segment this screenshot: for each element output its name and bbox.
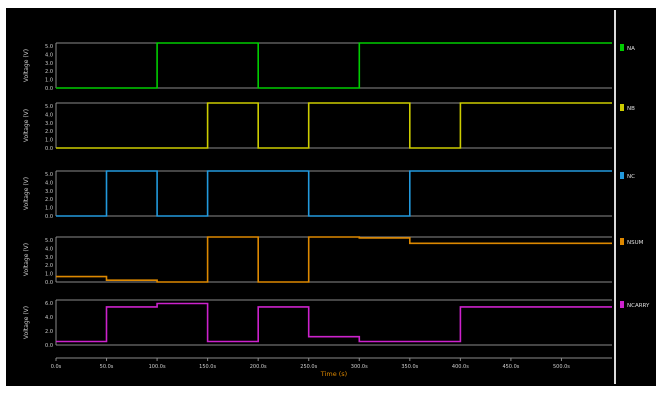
y-axis-label: Voltage (V) xyxy=(23,49,30,82)
legend-swatch-nsum xyxy=(620,238,624,245)
y-axis-label: Voltage (V) xyxy=(23,109,30,142)
y-tick-label: 5.0 xyxy=(45,104,53,110)
y-tick-label: 5.0 xyxy=(45,172,53,178)
y-tick-label: 1.0 xyxy=(45,206,53,212)
y-tick-label: 0.0 xyxy=(45,343,53,349)
y-tick-label: 3.0 xyxy=(45,61,53,67)
y-tick-label: 2.0 xyxy=(45,197,53,203)
legend-swatch-na xyxy=(620,44,624,51)
y-axis-label: Voltage (V) xyxy=(23,243,30,276)
y-tick-label: 2.0 xyxy=(45,263,53,269)
panel-5: 6.0 4.0 2.0 0.0 Voltage (V) NCARRY xyxy=(23,299,650,349)
series-line-nsum xyxy=(56,236,612,283)
y-tick-label: 4.0 xyxy=(45,52,53,58)
y-tick-label: 0.0 xyxy=(45,146,53,152)
transient-waveform-chart: 5.0 4.0 3.0 2.0 1.0 0.0 Voltage (V) NA 5.0 4.0 3.0… xyxy=(23,10,650,384)
legend-label-ncarry: NCARRY xyxy=(627,303,650,309)
x-tick-label: 350.0s xyxy=(401,364,418,370)
y-tick-label: 0.0 xyxy=(45,214,53,220)
y-axis-label: Voltage (V) xyxy=(23,177,30,210)
y-tick-label: 6.0 xyxy=(45,301,53,307)
y-tick-label: 1.0 xyxy=(45,138,53,144)
legend-label-nb: NB xyxy=(627,106,635,112)
x-tick-label: 150.0s xyxy=(199,364,216,370)
x-axis-label: Time (s) xyxy=(320,370,347,378)
y-tick-label: 0.0 xyxy=(45,280,53,286)
y-tick-label: 2.0 xyxy=(45,329,53,335)
plot-window: 5.0 4.0 3.0 2.0 1.0 0.0 Voltage (V) NA 5.0 4.0 3.0… xyxy=(6,8,656,386)
y-tick-label: 4.0 xyxy=(45,246,53,252)
y-tick-label: 0.0 xyxy=(45,86,53,92)
legend-swatch-nc xyxy=(620,172,624,179)
y-tick-label: 4.0 xyxy=(45,112,53,118)
legend-swatch-nb xyxy=(620,104,624,111)
x-tick-label: 400.0s xyxy=(452,364,469,370)
legend-label-nsum: NSUM xyxy=(627,240,644,246)
panel-2: 5.0 4.0 3.0 2.0 1.0 0.0 Voltage (V) NB xyxy=(23,102,635,152)
series-line-ncarry xyxy=(56,302,612,343)
y-tick-label: 2.0 xyxy=(45,69,53,75)
panel-3: 5.0 4.0 3.0 2.0 1.0 0.0 Voltage (V) NC xyxy=(23,170,635,220)
y-tick-label: 5.0 xyxy=(45,44,53,50)
y-tick-label: 4.0 xyxy=(45,315,53,321)
legend-label-na: NA xyxy=(627,46,635,52)
legend-label-nc: NC xyxy=(627,174,635,180)
y-tick-label: 3.0 xyxy=(45,255,53,261)
y-tick-label: 3.0 xyxy=(45,121,53,127)
series-line-nb xyxy=(56,102,612,149)
y-tick-label: 5.0 xyxy=(45,238,53,244)
x-tick-label: 200.0s xyxy=(250,364,267,370)
y-tick-label: 3.0 xyxy=(45,189,53,195)
panel-4: 5.0 4.0 3.0 2.0 1.0 0.0 Voltage (V) NSUM xyxy=(23,236,644,286)
legend-swatch-ncarry xyxy=(620,301,624,308)
series-line-nc xyxy=(56,170,612,217)
x-tick-label: 500.0s xyxy=(553,364,570,370)
x-tick-label: 0.0s xyxy=(51,364,62,370)
x-tick-label: 100.0s xyxy=(149,364,166,370)
x-tick-label: 250.0s xyxy=(300,364,317,370)
series-line-na xyxy=(56,42,612,89)
x-tick-label: 450.0s xyxy=(502,364,519,370)
y-tick-label: 1.0 xyxy=(45,272,53,278)
y-tick-label: 2.0 xyxy=(45,129,53,135)
y-tick-label: 4.0 xyxy=(45,180,53,186)
x-tick-label: 300.0s xyxy=(351,364,368,370)
y-axis-label: Voltage (V) xyxy=(23,306,30,339)
y-tick-label: 1.0 xyxy=(45,78,53,84)
panel-1: 5.0 4.0 3.0 2.0 1.0 0.0 Voltage (V) NA xyxy=(23,42,635,92)
x-tick-label: 50.0s xyxy=(100,364,114,370)
